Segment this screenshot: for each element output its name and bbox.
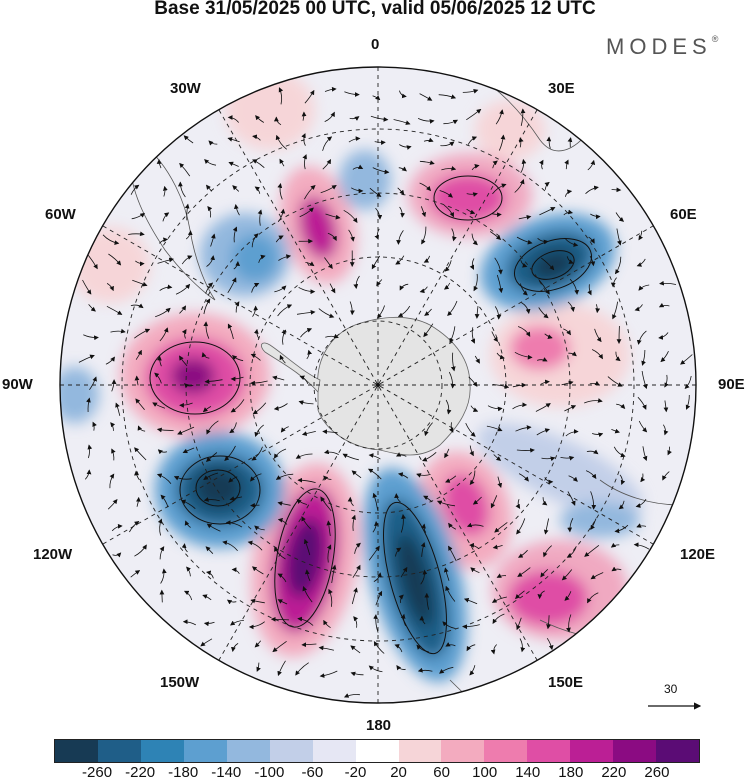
antarctica-landmass [318,317,471,455]
colorbar-cell [184,740,227,762]
colorbar-tick-label: 220 [601,764,626,781]
colorbar-ticks: -260 -220 -180 -140 -100 -60 -20 20 60 100 140 180 2… [0,764,750,784]
colorbar-tick-label: -220 [125,764,155,781]
colorbar-tick-label: 100 [472,764,497,781]
colorbar-cell [484,740,527,762]
map-title: Base 31/05/2025 00 UTC, valid 05/06/2025… [0,0,750,20]
colorbar-cell [441,740,484,762]
colorbar-cell [656,740,699,762]
colorbar-cell [98,740,141,762]
colorbar-tick-label: -180 [168,764,198,781]
lon-label-30w: 30W [170,80,201,97]
colorbar-tick-label: 60 [433,764,450,781]
colorbar [54,739,700,763]
wind-arrow [251,505,260,506]
colorbar-cell [356,740,399,762]
brand-name: MODES [606,34,712,59]
lon-label-90w: 90W [2,376,33,393]
registered-mark: ® [712,34,719,44]
lon-label-120e: 120E [680,546,715,563]
colorbar-tick-label: 180 [558,764,583,781]
lon-label-60e: 60E [670,206,697,223]
lon-label-60w: 60W [45,206,76,223]
wind-arrow [162,590,163,602]
colorbar-tick-label: 140 [515,764,540,781]
colorbar-cell [227,740,270,762]
lon-label-0: 0 [371,36,379,53]
lon-label-120w: 120W [33,546,72,563]
colorbar-cell [613,740,656,762]
colorbar-cell [55,740,98,762]
lon-label-90e: 90E [718,376,745,393]
lon-label-180: 180 [366,717,391,734]
colorbar-tick-label: -260 [82,764,112,781]
colorbar-tick-label: -140 [211,764,241,781]
colorbar-cell [570,740,613,762]
colorbar-tick-label: -100 [254,764,284,781]
colorbar-tick-label: 260 [644,764,669,781]
colorbar-cell [270,740,313,762]
colorbar-tick-label: 20 [390,764,407,781]
colorbar-cell [141,740,184,762]
colorbar-tick-label: -60 [302,764,324,781]
south-pole-marker [376,383,380,387]
lon-label-150e: 150E [548,674,583,691]
modes-logo: MODES® [606,34,718,60]
lon-label-150w: 150W [160,674,199,691]
vector-scale-label: 30 [664,682,677,696]
colorbar-cell [527,740,570,762]
colorbar-cell [399,740,442,762]
colorbar-tick-label: -20 [345,764,367,781]
lon-label-30e: 30E [548,80,575,97]
colorbar-cell [313,740,356,762]
